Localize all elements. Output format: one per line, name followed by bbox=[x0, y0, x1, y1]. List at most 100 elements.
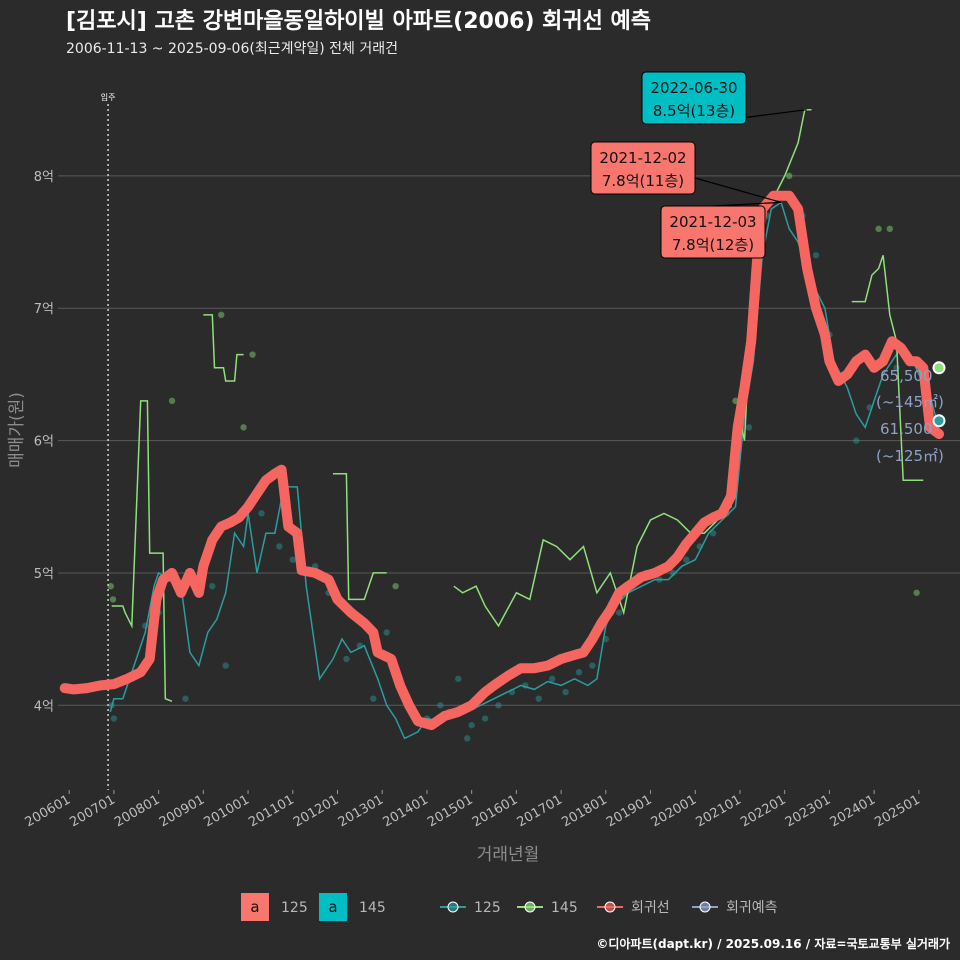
scatter-point bbox=[437, 702, 444, 709]
scatter-point bbox=[785, 172, 793, 180]
callout-box bbox=[590, 141, 696, 195]
scatter-point bbox=[481, 715, 489, 722]
scatter-point bbox=[575, 669, 583, 676]
legend-marker bbox=[604, 901, 616, 913]
scatter-point bbox=[370, 695, 377, 702]
callout-value: 7.8억(11층) bbox=[602, 172, 684, 190]
legend-marker bbox=[524, 901, 536, 913]
x-tick-label: 201501 bbox=[425, 792, 475, 830]
scatter-point bbox=[455, 675, 462, 683]
callout-date: 2022-06-30 bbox=[650, 79, 737, 97]
x-tick-label: 201101 bbox=[246, 792, 296, 830]
scatter-point bbox=[182, 695, 189, 702]
legend-label: 145 bbox=[551, 900, 578, 916]
scatter-point bbox=[616, 609, 623, 616]
callout-box bbox=[660, 205, 766, 259]
scatter-point bbox=[709, 530, 717, 537]
legend-glyph: a bbox=[250, 898, 259, 916]
chart-title: [김포시] 고촌 강변마을동일하이빌 아파트(2006) 회귀선 예측 bbox=[66, 9, 651, 34]
legend-swatch bbox=[241, 893, 269, 921]
callout-value: 7.8억(12층) bbox=[672, 236, 754, 254]
scatter-point bbox=[463, 735, 471, 742]
scatter-point bbox=[258, 510, 265, 517]
legend-label: 145 bbox=[359, 900, 386, 916]
y-tick-label: 4억 bbox=[34, 699, 54, 714]
x-axis: 2006012007012008012009012010012011012012… bbox=[23, 790, 923, 830]
scatter-point bbox=[276, 543, 283, 550]
regression-line bbox=[59, 190, 944, 731]
y-tick-label: 5억 bbox=[34, 567, 54, 582]
callout-date: 2021-12-02 bbox=[599, 149, 686, 167]
x-tick-label: 201701 bbox=[515, 792, 565, 830]
series-lines bbox=[59, 108, 944, 740]
x-tick-label: 200701 bbox=[67, 792, 117, 830]
scatter-point bbox=[209, 582, 216, 590]
chart-subtitle: 2006-11-13 ~ 2025-09-06(최근계약일) 전체 거래건 bbox=[66, 41, 398, 57]
scatter-point bbox=[218, 311, 225, 319]
scatter-point bbox=[495, 702, 502, 709]
legend-marker bbox=[447, 901, 459, 913]
scatter-point bbox=[240, 424, 247, 431]
scatter-point bbox=[913, 589, 920, 596]
x-tick-label: 200601 bbox=[23, 792, 73, 830]
scatter-point bbox=[343, 655, 350, 663]
end-point-s145 bbox=[932, 361, 946, 375]
scatter-point bbox=[468, 721, 475, 729]
series-line-145 bbox=[111, 400, 173, 702]
scatter-point bbox=[683, 556, 690, 563]
y-tick-label: 8억 bbox=[34, 170, 54, 185]
scatter-point bbox=[886, 225, 893, 233]
move-in-marker: 입주 bbox=[101, 93, 116, 790]
x-tick-label: 200901 bbox=[157, 792, 207, 830]
series-line-145 bbox=[203, 314, 244, 382]
legend-label: 회귀예측 bbox=[726, 900, 778, 916]
scatter-point bbox=[535, 695, 542, 702]
scatter-points bbox=[107, 172, 938, 742]
x-tick-label: 202201 bbox=[738, 792, 788, 830]
scatter-point bbox=[249, 351, 256, 358]
scatter-point bbox=[745, 424, 753, 431]
x-tick-label: 201201 bbox=[291, 792, 341, 830]
scatter-point bbox=[107, 582, 114, 590]
scatter-point bbox=[875, 225, 882, 233]
callout-date: 2021-12-03 bbox=[669, 213, 756, 231]
end-label-price: 65,500 bbox=[880, 367, 933, 385]
y-axis: 4억 5억 6억 7억 8억 bbox=[34, 170, 54, 714]
scatter-point bbox=[289, 556, 296, 563]
x-tick-label: 201601 bbox=[470, 792, 520, 830]
legend-label: 회귀선 bbox=[631, 900, 670, 916]
legend-glyph: a bbox=[328, 898, 337, 916]
end-label-price: 61,500 bbox=[880, 420, 933, 438]
scatter-point bbox=[562, 688, 569, 696]
end-label-area: (~145㎡) bbox=[876, 393, 944, 411]
caption: ©디아파트(dapt.kr) / 2025.09.16 / 자료=국토교통부 실… bbox=[596, 936, 950, 951]
x-tick-label: 202101 bbox=[693, 792, 743, 830]
end-point-s125 bbox=[932, 414, 946, 428]
scatter-point bbox=[109, 596, 117, 603]
x-tick-label: 202001 bbox=[649, 792, 699, 830]
scatter-point bbox=[222, 662, 229, 669]
scatter-point bbox=[392, 582, 399, 590]
scatter-point bbox=[168, 397, 176, 405]
legend-marker bbox=[699, 901, 711, 913]
legend-label: 125 bbox=[474, 900, 501, 916]
callout-value: 8.5억(13층) bbox=[653, 102, 735, 120]
grid bbox=[58, 175, 960, 706]
y-tick-label: 6억 bbox=[34, 435, 54, 450]
scatter-point bbox=[853, 437, 860, 444]
x-tick-label: 201301 bbox=[336, 792, 386, 830]
move-in-label: 입주 bbox=[101, 93, 116, 102]
x-tick-label: 200801 bbox=[112, 792, 162, 830]
end-points: 65,500 (~145㎡) 61,500 (~125㎡) bbox=[876, 361, 946, 465]
y-axis-title: 매매가(원) bbox=[7, 392, 27, 468]
scatter-point bbox=[548, 675, 556, 683]
scatter-point bbox=[110, 715, 118, 722]
callout-leader bbox=[694, 177, 782, 203]
legend: a 125 a 145 125 145 회귀선 회귀예측 bbox=[241, 893, 778, 921]
series-line-145 bbox=[851, 255, 924, 482]
scatter-point bbox=[812, 252, 820, 259]
x-tick-label: 202501 bbox=[872, 792, 922, 830]
x-tick-label: 201401 bbox=[380, 792, 430, 830]
scatter-point bbox=[589, 662, 596, 669]
